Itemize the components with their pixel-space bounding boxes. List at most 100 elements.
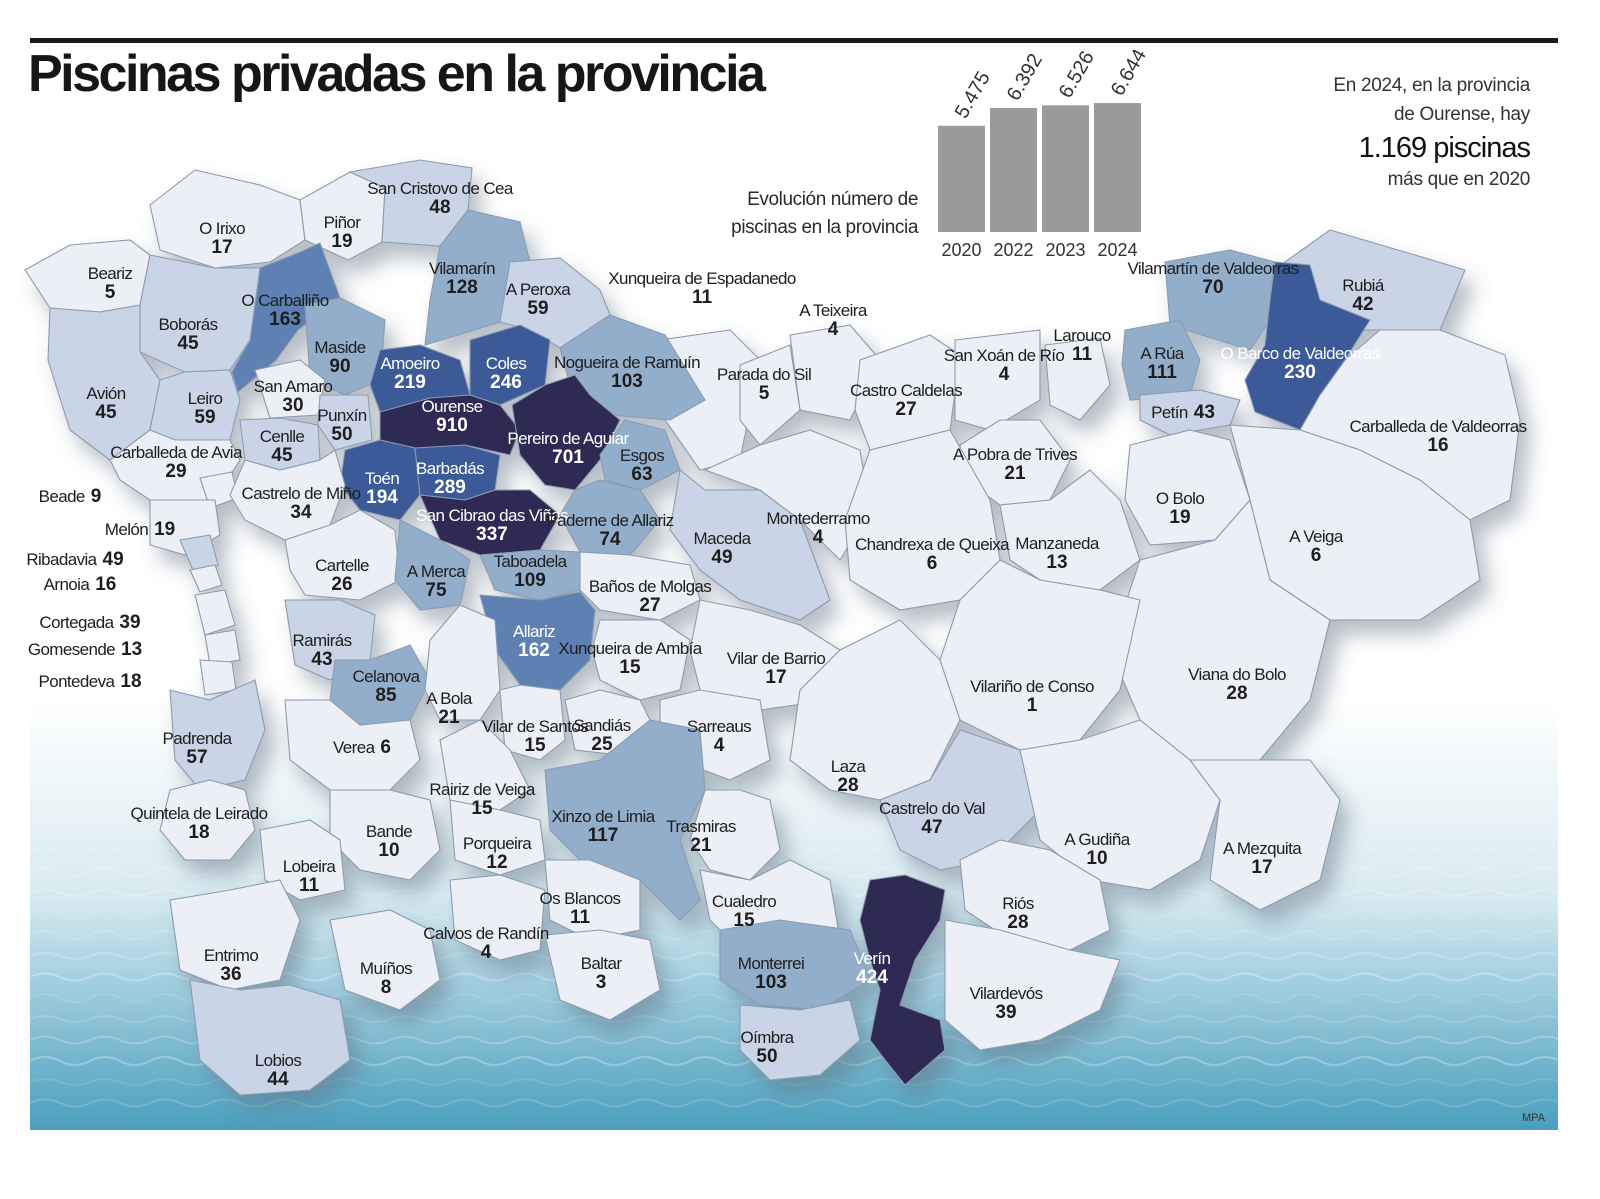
label-a-mezquita: A Mezquita 17: [1222, 839, 1302, 878]
label-bande: Bande 10: [365, 822, 413, 861]
municipality-value: 21: [1004, 462, 1026, 484]
municipality-name: Rubiá: [1342, 276, 1384, 295]
label-leiro: Leiro 59: [188, 390, 223, 428]
municipality-maceda: [669, 468, 831, 621]
label-a-bola: A Bola 21: [426, 690, 472, 728]
label-o-carballino: O Carballiño 163: [241, 292, 329, 330]
label-padrenda: Padrenda 57: [162, 729, 233, 768]
label-trasmiras: Trasmiras 21: [666, 818, 736, 856]
municipality-rios: [959, 839, 1111, 951]
municipality-name: Toén: [364, 469, 400, 488]
municipality-name: Ramirás: [292, 631, 352, 650]
municipality-value: 18: [120, 671, 142, 692]
municipality-name: Monterrei: [737, 954, 805, 973]
municipality-name: A Mezquita: [1222, 839, 1302, 858]
municipality-name: Arnoia: [43, 575, 90, 594]
municipality-name: Leiro: [187, 389, 223, 408]
municipality-monterrei: [719, 919, 871, 1011]
label-oimbra: Oímbra 50: [740, 1028, 794, 1067]
municipality-name: Xunqueira de Ambía: [558, 639, 702, 658]
municipality-cortegada: [194, 589, 236, 636]
label-carballeda-de-valdeorras: Carballeda de Valdeorras 16: [1349, 418, 1527, 456]
label-xunqueira-de-ambia: Xunqueira de Ambía 15: [558, 639, 702, 678]
municipality-value: 57: [186, 746, 208, 768]
municipality-muinos: [329, 909, 441, 1011]
summary-highlight: 1.169 piscinas: [1358, 132, 1531, 164]
municipality-value: 289: [434, 476, 466, 498]
municipality-value: 11: [691, 286, 713, 308]
municipality-name: Nogueira de Ramuín: [553, 353, 701, 372]
bar-2023: [1042, 105, 1089, 232]
municipality-value: 701: [552, 446, 584, 468]
municipality-value: 34: [290, 501, 312, 523]
label-a-pobra-de-trives: A Pobra de Trives 21: [953, 446, 1078, 484]
label-os-blancos: Os Blancos 11: [540, 890, 622, 928]
municipality-value: 424: [856, 966, 888, 988]
municipality-gomesende: [204, 629, 241, 666]
municipality-value: 337: [476, 523, 508, 545]
municipality-value: 50: [331, 423, 353, 445]
municipality-value: 49: [102, 549, 124, 570]
label-carballeda-de-avia: Carballeda de Avia 29: [110, 444, 242, 482]
municipality-value: 230: [1284, 361, 1316, 383]
municipality-name: Padrenda: [162, 729, 233, 748]
bar-2020: [938, 125, 985, 232]
municipality-name: A Teixeira: [799, 301, 867, 320]
municipality-value: 103: [611, 370, 643, 392]
municipality-name: Parada do Sil: [716, 365, 812, 384]
municipality-name: Pereiro de Aguiar: [507, 429, 629, 448]
municipality-xinzo-de-limia: [544, 719, 706, 921]
label-verin: Verín 424: [854, 950, 891, 988]
municipality-value: 49: [711, 546, 733, 568]
label-pinor: Piñor 19: [324, 214, 361, 252]
municipality-value: 39: [995, 1001, 1017, 1023]
municipality-value: 75: [425, 579, 447, 601]
chart-caption: Evolución número de piscinas en la provi…: [700, 186, 918, 241]
municipality-value: 74: [599, 528, 621, 550]
municipality-name: Chandrexa de Queixa: [855, 535, 1010, 554]
municipality-value: 162: [518, 639, 550, 661]
municipality-value: 11: [1071, 343, 1093, 365]
bar-category-label: 2024: [1097, 240, 1137, 260]
municipality-value: 5: [104, 281, 116, 303]
summary-line-3: más que en 2020: [1387, 169, 1531, 191]
municipality-baltar: [544, 929, 661, 1021]
bar-category-label: 2022: [993, 240, 1033, 260]
municipality-name: Oímbra: [740, 1028, 794, 1047]
municipality-name: A Gudiña: [1064, 830, 1130, 849]
municipality-value: 128: [446, 276, 478, 298]
municipality-name: Bande: [365, 822, 413, 841]
municipality-name: Boborás: [158, 315, 218, 334]
municipality-name: San Amaro: [253, 377, 333, 396]
label-a-gudina: A Gudiña 10: [1064, 830, 1130, 869]
municipality-value: 85: [375, 684, 397, 706]
label-lobios: Lobios 44: [255, 1052, 302, 1090]
municipality-value: 27: [639, 594, 661, 616]
municipality-value: 50: [756, 1045, 778, 1067]
municipality-name: A Bola: [426, 689, 472, 708]
municipality-value: 3: [595, 971, 607, 993]
municipality-value: 5: [758, 382, 770, 404]
municipality-name: O Bolo: [1155, 489, 1205, 508]
municipality-name: Entrimo: [203, 946, 259, 965]
label-muinos: Muíños 8: [360, 960, 413, 998]
municipality-san-xoan-de-rio: [954, 329, 1041, 431]
municipality-value: 163: [269, 308, 301, 330]
municipality-value: 11: [298, 874, 320, 896]
summary-line-2: de Ourense, hay: [1394, 103, 1530, 125]
chart-caption-line-1: Evolución número de: [747, 189, 918, 210]
municipality-banos-de-molgas: [579, 551, 701, 621]
bar-2022: [990, 107, 1037, 232]
municipality-value: 1: [1026, 694, 1038, 716]
municipality-value: 15: [471, 797, 493, 819]
municipality-value: 90: [329, 355, 351, 377]
label-vilamartin-de-valdeorras: Vilamartín de Valdeorras 70: [1127, 260, 1299, 298]
municipality-value: 42: [1352, 293, 1374, 315]
label-toen: Toén 194: [364, 469, 400, 508]
municipality-name: Larouco: [1053, 326, 1111, 345]
municipality-value: 109: [514, 569, 546, 591]
label-melon: Melón 19: [105, 520, 175, 540]
municipality-value: 45: [177, 332, 199, 354]
label-baltar: Baltar 3: [581, 955, 622, 993]
label-cartelle: Cartelle 26: [315, 557, 369, 595]
